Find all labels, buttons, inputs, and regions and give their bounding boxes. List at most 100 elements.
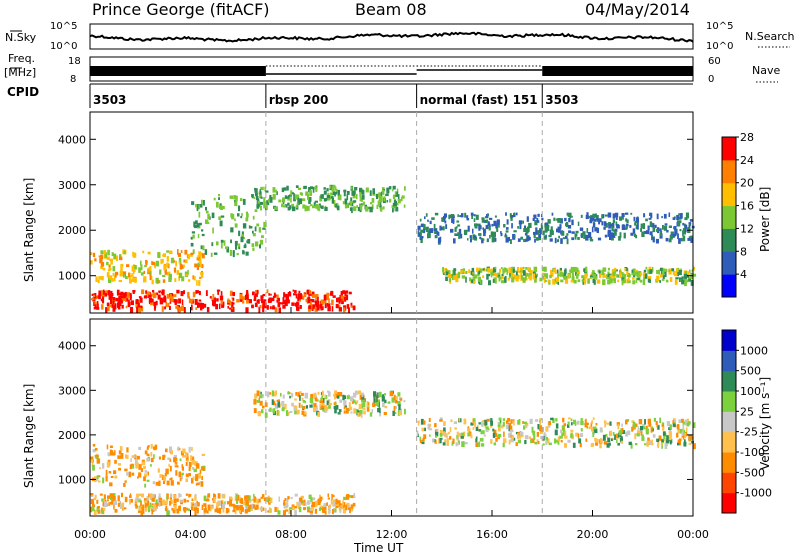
power-cell	[338, 304, 341, 309]
velocity-cell	[343, 410, 346, 414]
power-cell	[304, 205, 308, 212]
power-cell	[462, 268, 465, 271]
velocity-cell	[151, 503, 154, 506]
power-cell	[357, 206, 361, 212]
velocity-cell	[132, 463, 135, 469]
power-cell	[529, 275, 532, 281]
power-cell	[298, 290, 301, 294]
power-cell	[444, 220, 447, 224]
power-cell	[541, 272, 545, 278]
power-cell	[533, 231, 536, 235]
power-cell	[258, 306, 261, 313]
velocity-cell	[138, 506, 142, 511]
power-cell	[155, 277, 159, 284]
power-cell	[488, 222, 491, 225]
velocity-cell	[483, 434, 486, 437]
power-cell	[596, 217, 599, 222]
velocity-cell	[114, 459, 117, 464]
power-cell	[296, 302, 300, 306]
power-cell	[174, 299, 177, 303]
power-cell	[482, 227, 484, 230]
velocity-cell	[246, 508, 249, 513]
power-cell	[682, 235, 686, 242]
velocity-cell	[291, 392, 294, 398]
velocity-cell	[352, 392, 357, 398]
velocity-cell	[334, 407, 337, 414]
power-cell	[679, 229, 682, 232]
power-cell	[431, 217, 435, 220]
power-cell	[546, 225, 550, 231]
power-cell	[263, 299, 267, 302]
power-cell	[109, 258, 113, 262]
velocity-cell	[178, 505, 181, 512]
power-cell	[154, 303, 157, 309]
velocity-cell	[485, 426, 489, 430]
velocity-cell	[395, 396, 398, 400]
power-cell	[498, 276, 502, 280]
power-cell	[386, 200, 389, 203]
power-cell	[332, 184, 336, 188]
velocity-cell	[207, 504, 211, 511]
power-cell	[308, 305, 312, 309]
velocity-cell	[169, 465, 172, 472]
power-cell	[612, 271, 616, 277]
power-cell	[310, 186, 314, 190]
velocity-cell	[182, 448, 186, 454]
velocity-cell	[328, 399, 331, 405]
velocity-cell	[201, 453, 206, 456]
velocity-cell	[377, 408, 380, 413]
power-cell	[343, 191, 346, 197]
power-cell	[555, 277, 560, 283]
velocity-cell	[614, 434, 616, 440]
power-cell	[337, 189, 340, 196]
velocity-cell	[522, 421, 524, 424]
velocity-cell	[330, 499, 333, 505]
power-cell	[178, 261, 181, 264]
power-cell	[238, 205, 241, 212]
velocity-cell	[343, 502, 345, 508]
velocity-cell	[592, 417, 595, 421]
power-cell	[106, 302, 110, 307]
power-cell	[650, 212, 653, 218]
power-cell	[674, 279, 678, 285]
power-cell	[314, 200, 318, 203]
power-cell	[169, 250, 173, 255]
power-cell	[259, 194, 262, 199]
velocity-cell	[570, 429, 574, 433]
velocity-cell	[163, 454, 166, 458]
velocity-cell	[557, 436, 561, 441]
velocity-cell	[570, 418, 573, 422]
power-cell	[127, 301, 131, 307]
power-cell	[323, 294, 327, 301]
cpid-panel: CPID 3503 rbsp 200 normal (fast) 151 3503	[7, 83, 693, 108]
power-cell	[200, 272, 204, 275]
velocity-cell	[121, 492, 123, 498]
power-cell	[198, 222, 202, 226]
power-cbar-swatch	[722, 251, 736, 275]
power-cell	[145, 261, 148, 266]
power-cell	[106, 256, 110, 260]
power-cell	[622, 217, 624, 220]
velocity-cell	[676, 424, 680, 430]
power-cell	[345, 290, 349, 294]
velocity-cell	[135, 499, 139, 503]
power-cell	[684, 226, 687, 233]
velocity-cell	[467, 432, 470, 437]
power-cell	[537, 213, 540, 217]
velocity-cell	[163, 475, 166, 482]
velocity-cell	[603, 441, 608, 445]
velocity-cell	[343, 406, 346, 410]
velocity-cell	[342, 508, 346, 514]
power-cell	[287, 195, 290, 198]
velocity-cell	[143, 498, 147, 501]
power-cell	[665, 279, 669, 283]
power-cell	[317, 296, 319, 303]
power-cell	[234, 240, 238, 246]
velocity-cell	[169, 500, 172, 506]
power-cell	[170, 257, 175, 264]
nsky-left-label: N.Sky	[5, 31, 37, 44]
velocity-cell	[443, 431, 445, 434]
power-cell	[394, 191, 397, 195]
velocity-cell	[239, 499, 242, 504]
